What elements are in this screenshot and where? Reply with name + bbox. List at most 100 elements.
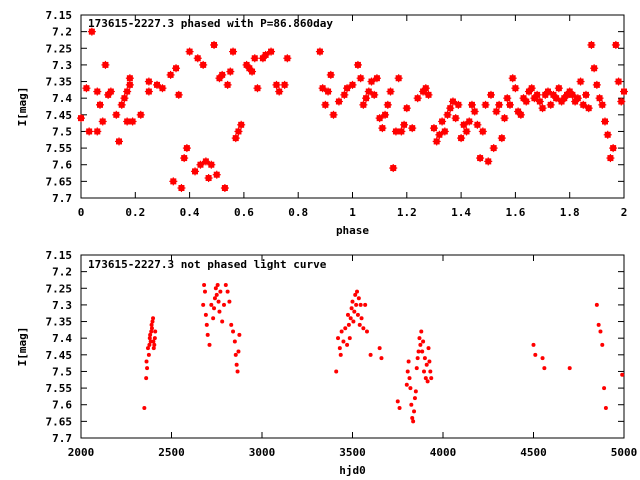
data-point	[180, 154, 189, 163]
x-tick-label: 1.4	[451, 206, 471, 219]
data-point	[149, 326, 154, 331]
data-point	[603, 406, 608, 411]
data-point	[158, 84, 167, 93]
data-point	[381, 110, 390, 119]
data-point	[595, 94, 604, 103]
y-tick-label: 7.5	[52, 365, 72, 378]
x-tick-label: 1.6	[505, 206, 525, 219]
data-point	[579, 100, 588, 109]
data-point	[204, 322, 209, 327]
data-point	[470, 107, 479, 116]
data-point	[359, 316, 364, 321]
data-point	[202, 282, 207, 287]
y-tick-label: 7.65	[46, 175, 73, 188]
data-point	[358, 302, 363, 307]
data-point	[598, 329, 603, 334]
data-point	[554, 84, 563, 93]
data-point	[275, 87, 284, 96]
data-point	[272, 80, 281, 89]
data-point	[112, 110, 121, 119]
data-point	[421, 369, 426, 374]
y-tick-label: 7.15	[46, 249, 73, 262]
data-point	[231, 329, 236, 334]
y-tick-label: 7.65	[46, 415, 73, 428]
data-point	[412, 409, 417, 414]
data-point	[546, 100, 555, 109]
data-point	[234, 127, 243, 136]
data-point	[283, 54, 292, 63]
data-point	[372, 74, 381, 83]
x-tick-label: 2	[621, 206, 628, 219]
data-point	[508, 74, 517, 83]
y-axis-label: I[mag]	[16, 327, 29, 367]
data-point	[535, 97, 544, 106]
data-point	[465, 117, 474, 126]
data-point	[225, 289, 230, 294]
data-point	[540, 356, 545, 361]
data-point	[169, 177, 178, 186]
data-point	[149, 322, 154, 327]
data-point	[144, 376, 149, 381]
data-point	[115, 137, 124, 146]
y-tick-label: 7.25	[46, 42, 73, 55]
unphased-plot: 7.15 7.2 7.25 7.3 7.35 7.4 7.45 7.5 7.55 7.6 7.65 7…	[16, 249, 637, 477]
data-point	[350, 299, 355, 304]
data-point	[340, 90, 349, 99]
data-point	[415, 356, 420, 361]
data-point	[432, 137, 441, 146]
data-point	[368, 352, 373, 357]
x-tick-label: 0.6	[234, 206, 254, 219]
data-point	[424, 362, 429, 367]
y-tick-label: 7.45	[46, 349, 73, 362]
data-point	[389, 164, 398, 173]
data-point	[443, 110, 452, 119]
data-point	[420, 349, 425, 354]
data-point	[503, 94, 512, 103]
data-point	[614, 77, 623, 86]
data-point	[425, 379, 430, 384]
data-point	[454, 100, 463, 109]
data-point	[150, 319, 155, 324]
data-point	[207, 342, 212, 347]
data-point	[497, 134, 506, 143]
data-point	[144, 359, 149, 364]
data-point	[473, 120, 482, 129]
plot-title: 173615-2227.3 phased with P=86.860day	[88, 17, 333, 30]
data-point	[229, 322, 234, 327]
data-point	[204, 174, 213, 183]
data-point	[378, 124, 387, 133]
data-point	[404, 382, 409, 387]
data-point	[199, 60, 208, 69]
data-point	[552, 94, 561, 103]
data-point	[93, 87, 102, 96]
data-point	[355, 289, 360, 294]
data-point	[448, 97, 457, 106]
data-point	[182, 144, 191, 153]
data-point	[592, 80, 601, 89]
data-point	[123, 87, 132, 96]
x-tick-label: 0	[78, 206, 85, 219]
data-point	[397, 127, 406, 136]
x-tick-label: 2500	[158, 446, 185, 459]
data-point	[602, 386, 607, 391]
data-point	[117, 100, 126, 109]
data-point	[177, 184, 186, 193]
data-point	[543, 87, 552, 96]
data-point	[596, 322, 601, 327]
data-point	[136, 110, 145, 119]
data-point	[231, 134, 240, 143]
data-point	[106, 87, 115, 96]
y-axis-label: I[mag]	[16, 87, 29, 127]
y-tick-label: 7.3	[52, 59, 72, 72]
phased-plot: 7.15 7.2 7.25 7.3 7.35 7.4 7.45 7.5 7.55 7.6 7.65 7…	[16, 9, 628, 237]
data-point	[409, 402, 414, 407]
data-point	[435, 130, 444, 139]
data-point	[363, 302, 368, 307]
data-point	[223, 80, 232, 89]
data-point	[207, 160, 216, 169]
data-point	[315, 47, 324, 56]
data-point	[603, 130, 612, 139]
data-point	[427, 359, 432, 364]
data-point	[232, 339, 237, 344]
data-point	[324, 87, 333, 96]
